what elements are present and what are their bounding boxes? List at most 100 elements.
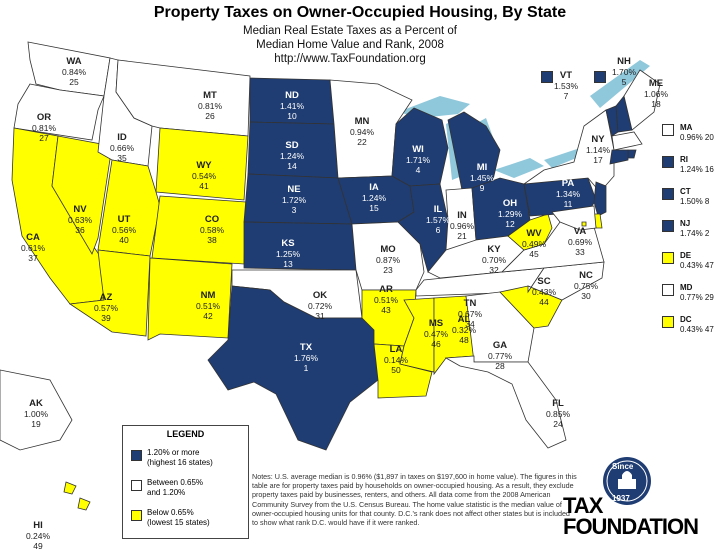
state-dc	[581, 221, 587, 227]
state-label-wy: WY 0.54% 41	[182, 160, 226, 192]
state-label-va: VA 0.69% 33	[558, 226, 602, 258]
state-ct	[609, 149, 629, 165]
side-code: DE	[680, 251, 692, 260]
state-code: WV	[526, 228, 542, 239]
state-rank: 42	[203, 311, 213, 321]
state-rank: 17	[593, 155, 603, 165]
state-wv	[507, 213, 553, 251]
state-label-nh: NH 1.70% 5	[602, 56, 646, 88]
logo-tax: TAX	[563, 493, 603, 518]
side-code: RI	[680, 155, 688, 164]
side-code: MA	[680, 123, 693, 132]
state-value: 0.57%	[93, 303, 119, 313]
state-value: 0.54%	[191, 171, 217, 181]
state-code: OK	[312, 290, 328, 301]
state-code: OR	[36, 112, 52, 123]
state-rank: 6	[435, 225, 441, 235]
side-value: 0.43% 47	[680, 261, 714, 270]
state-label-mn: MN 0.94% 22	[340, 116, 384, 148]
state-label-wv: WV 0.49% 45	[512, 228, 556, 260]
state-value: 1.14%	[585, 145, 611, 155]
state-code: ID	[117, 132, 127, 143]
state-rank: 4	[415, 165, 421, 175]
state-value: 1.70%	[611, 67, 637, 77]
swatch-vt	[541, 71, 553, 83]
state-code: WA	[66, 56, 82, 67]
state-value: 0.81%	[31, 123, 57, 133]
side-code: DC	[680, 315, 692, 324]
state-code: GA	[492, 340, 508, 351]
state-code: NV	[73, 204, 87, 215]
state-rank: 46	[431, 339, 441, 349]
state-label-al: AL 0.32% 48	[442, 314, 486, 346]
state-code: AZ	[99, 292, 113, 303]
state-value: 0.61%	[20, 243, 46, 253]
state-value: 0.87%	[375, 255, 401, 265]
legend-swatch-high	[131, 450, 142, 461]
side-swatch-de	[662, 252, 674, 264]
state-ma	[611, 131, 643, 151]
side-label-ma: MA 0.96% 20	[680, 123, 714, 143]
side-swatch-nj	[662, 220, 674, 232]
state-value: 1.25%	[275, 249, 301, 259]
state-code: CO	[204, 214, 220, 225]
state-value: 0.58%	[199, 225, 225, 235]
state-rank: 50	[391, 365, 401, 375]
state-label-nv: NV 0.63% 36	[58, 204, 102, 236]
state-rank: 38	[207, 235, 217, 245]
state-value: 0.56%	[111, 225, 137, 235]
state-rank: 23	[383, 265, 393, 275]
map-title: Property Taxes on Owner-Occupied Housing…	[153, 4, 567, 21]
state-rank: 48	[459, 335, 469, 345]
lake-6	[590, 60, 650, 108]
side-value: 1.24% 16	[680, 165, 714, 174]
state-code: OH	[502, 198, 518, 209]
state-code: MN	[354, 116, 370, 127]
state-value: 1.29%	[497, 209, 523, 219]
legend-swatch-mid	[131, 480, 142, 491]
state-value: 0.43%	[531, 287, 557, 297]
state-code: KS	[281, 238, 295, 249]
state-rank: 9	[479, 183, 485, 193]
lake-5	[544, 148, 586, 168]
state-rank: 39	[101, 313, 111, 323]
state-rank: 49	[33, 541, 43, 551]
state-rank: 33	[575, 247, 585, 257]
side-swatch-ri	[662, 156, 674, 168]
state-rank: 19	[31, 419, 41, 429]
state-code: ND	[285, 90, 299, 101]
state-code: AK	[29, 398, 43, 409]
state-value: 0.75%	[573, 281, 599, 291]
state-code: AR	[379, 284, 393, 295]
state-value: 1.72%	[281, 195, 307, 205]
legend: LEGEND 1.20% or more (highest 16 states)…	[122, 425, 249, 539]
state-ny	[522, 109, 615, 193]
side-value: 0.96% 20	[680, 133, 714, 142]
state-label-me: ME 1.06% 18	[634, 78, 678, 110]
state-ak	[0, 369, 73, 451]
state-code: NC	[579, 270, 593, 281]
state-value: 1.34%	[555, 189, 581, 199]
state-label-tx: TX 1.76% 1	[284, 342, 328, 374]
state-rank: 18	[651, 99, 661, 109]
state-rank: 31	[315, 311, 325, 321]
state-label-vt: VT 1.53% 7	[544, 70, 588, 102]
state-label-mi: MI 1.45% 9	[460, 162, 504, 194]
side-label-dc: DC 0.43% 47	[680, 315, 714, 335]
state-label-ny: NY 1.14% 17	[576, 134, 620, 166]
state-label-oh: OH 1.29% 12	[488, 198, 532, 230]
swatch-nh	[594, 71, 606, 83]
state-label-ar: AR 0.51% 43	[364, 284, 408, 316]
state-code: IN	[457, 210, 467, 221]
state-label-ok: OK 0.72% 31	[298, 290, 342, 322]
state-code: ME	[648, 78, 664, 89]
state-label-nm: NM 0.51% 42	[186, 290, 230, 322]
state-value: 0.51%	[195, 301, 221, 311]
tax-foundation-seal	[603, 457, 651, 505]
side-value: 0.77% 29	[680, 293, 714, 302]
state-label-tn: TN 0.67% 34	[448, 298, 492, 330]
legend-text-mid: Between 0.65% and 1.20%	[147, 478, 204, 497]
state-rank: 40	[119, 235, 129, 245]
subtitle-url: http://www.TaxFoundation.org	[274, 53, 426, 65]
